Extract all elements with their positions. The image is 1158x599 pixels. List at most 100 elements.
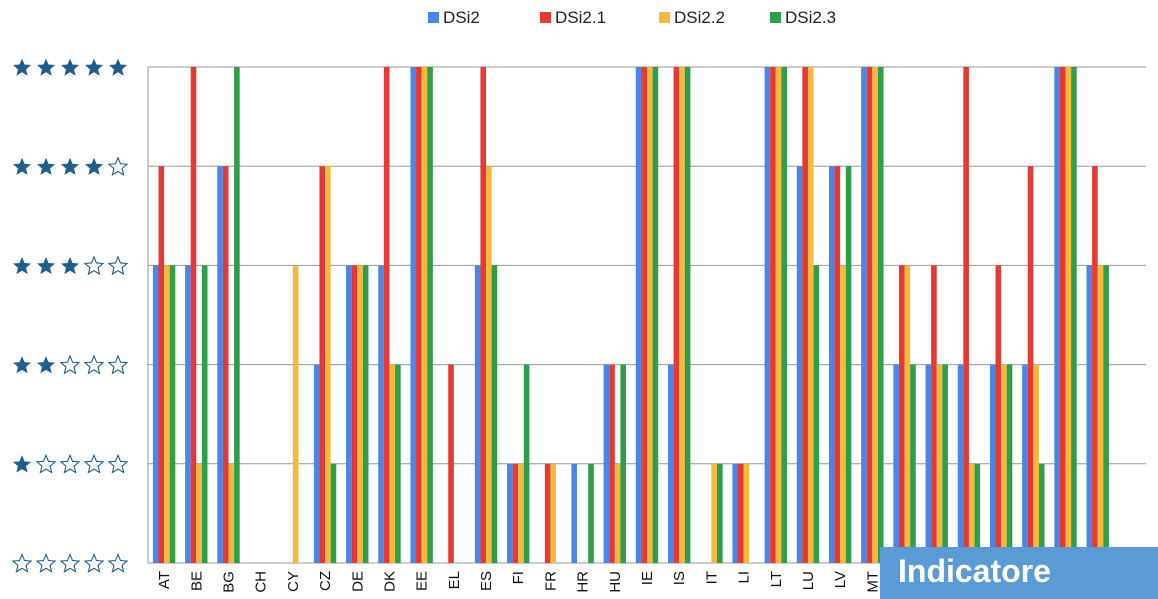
bar-AT-DSi2 — [152, 265, 159, 563]
legend-swatch — [770, 12, 781, 23]
bar-BG-DSi2.2 — [228, 463, 235, 563]
star-filled-icon — [60, 58, 80, 76]
bar-LI-DSi2.1 — [737, 463, 744, 563]
bar-CZ-DSi2.2 — [325, 166, 331, 563]
x-tick-label: IS — [671, 571, 688, 585]
star-empty-icon — [59, 354, 81, 375]
bar-MT-DSi2.3 — [877, 67, 884, 563]
bar-IS-DSi2.1 — [673, 67, 680, 563]
x-tick-label: MT — [864, 571, 881, 593]
bar-LU-DSi2.1 — [802, 67, 808, 563]
bar-BE-DSi2.1 — [190, 67, 197, 563]
bar-LT-DSi2.2 — [775, 67, 782, 563]
x-tick-label: BE — [188, 571, 205, 591]
bar-LI-DSi2.2 — [743, 463, 750, 563]
bar-ES-DSi2 — [474, 265, 481, 563]
bar-LV-DSi2.2 — [840, 265, 846, 563]
x-tick-label: LT — [768, 571, 785, 587]
bar-LV-DSi2 — [828, 166, 835, 563]
bar-IE-DSi2 — [635, 67, 642, 563]
bar-NO-DSi2.1 — [931, 265, 937, 563]
star-empty-icon — [107, 553, 129, 573]
legend-label: DSi2 — [443, 8, 480, 27]
legend-entry-DSi2.2: DSi2.2 — [659, 8, 725, 27]
star-empty-icon — [107, 354, 129, 375]
bar-FR-DSi2.1 — [544, 463, 551, 563]
bar-EE-DSi2.3 — [427, 67, 433, 563]
star-filled-icon — [36, 256, 56, 275]
bar-DE-DSi2.2 — [357, 265, 363, 563]
bar-RO-DSi2.2 — [1033, 364, 1039, 563]
bar-BG-DSi2 — [217, 166, 223, 563]
bar-LT-DSi2.1 — [770, 67, 776, 563]
bar-HU-DSi2 — [603, 364, 610, 563]
bar-HU-DSi2.2 — [614, 463, 621, 563]
bar-IT-DSi2.3 — [716, 463, 723, 563]
y-axis-star-ticks — [11, 58, 129, 573]
bar-PL-DSi2 — [957, 364, 964, 563]
bar-IS-DSi2 — [667, 364, 674, 563]
bar-LU-DSi2 — [796, 166, 803, 563]
star-filled-icon — [12, 157, 32, 175]
bar-LV-DSi2.1 — [834, 166, 841, 563]
bar-SE-DSi2 — [1054, 67, 1060, 563]
bar-CZ-DSi2.3 — [330, 463, 337, 563]
bar-EL-DSi2.1 — [448, 364, 454, 563]
star-filled-icon — [12, 256, 32, 275]
x-tick-label: IT — [703, 571, 720, 584]
bar-MT-DSi2 — [861, 67, 867, 563]
bar-ES-DSi2.2 — [486, 166, 492, 563]
bar-HU-DSi2.1 — [609, 364, 615, 563]
star-filled-icon — [36, 157, 56, 175]
indicator-banner-label: Indicatore — [898, 553, 1051, 589]
star-empty-icon — [35, 553, 57, 573]
star-empty-icon — [35, 453, 57, 474]
bar-DK-DSi2.3 — [395, 364, 401, 563]
bar-EE-DSi2 — [410, 67, 417, 563]
x-tick-label: EL — [446, 571, 463, 589]
bar-IS-DSi2.2 — [679, 67, 685, 563]
x-tick-label: HR — [575, 571, 592, 593]
star-empty-icon — [83, 453, 105, 474]
bar-DE-DSi2 — [346, 265, 352, 563]
x-tick-label: CH — [253, 571, 270, 593]
bar-CZ-DSi2 — [313, 364, 320, 563]
indicator-banner: Indicatore — [880, 547, 1158, 599]
star-empty-icon — [83, 255, 105, 276]
bar-NL-DSi2.1 — [898, 265, 905, 563]
bar-FR-DSi2.2 — [550, 463, 557, 563]
bar-LT-DSi2.3 — [781, 67, 787, 563]
bar-IE-DSi2.1 — [641, 67, 647, 563]
bar-PT-DSi2.2 — [1001, 364, 1007, 563]
star-filled-icon — [36, 58, 56, 76]
bar-AT-DSi2.2 — [164, 265, 170, 563]
x-tick-label: ES — [478, 571, 495, 591]
x-tick-label: HU — [607, 571, 624, 593]
bar-NO-DSi2.3 — [942, 364, 948, 563]
star-empty-icon — [107, 156, 129, 177]
x-tick-label: FI — [510, 571, 527, 584]
bar-PL-DSi2.3 — [974, 463, 981, 563]
star-filled-icon — [84, 58, 104, 76]
bar-RO-DSi2 — [1022, 364, 1028, 563]
x-tick-label: CY — [285, 571, 302, 592]
legend-label: DSi2.1 — [555, 8, 606, 27]
bar-CZ-DSi2.1 — [319, 166, 326, 563]
y-tick-4-stars — [12, 156, 129, 177]
bar-MT-DSi2.2 — [872, 67, 878, 563]
y-tick-2-stars — [12, 354, 129, 375]
star-filled-icon — [60, 157, 80, 175]
legend: DSi2 DSi2.1 DSi2.2 DSi2.3 — [428, 8, 836, 27]
y-tick-3-stars — [12, 255, 129, 276]
bar-NO-DSi2.2 — [936, 364, 943, 563]
bar-IT-DSi2.2 — [711, 463, 717, 563]
bar-HR-DSi2 — [571, 463, 578, 563]
star-empty-icon — [83, 354, 105, 375]
star-empty-icon — [107, 453, 129, 474]
x-tick-label: BG — [220, 571, 237, 593]
star-empty-icon — [107, 255, 129, 276]
bar-BG-DSi2.1 — [222, 166, 229, 563]
bar-PT-DSi2 — [989, 364, 996, 563]
star-filled-icon — [12, 356, 32, 374]
